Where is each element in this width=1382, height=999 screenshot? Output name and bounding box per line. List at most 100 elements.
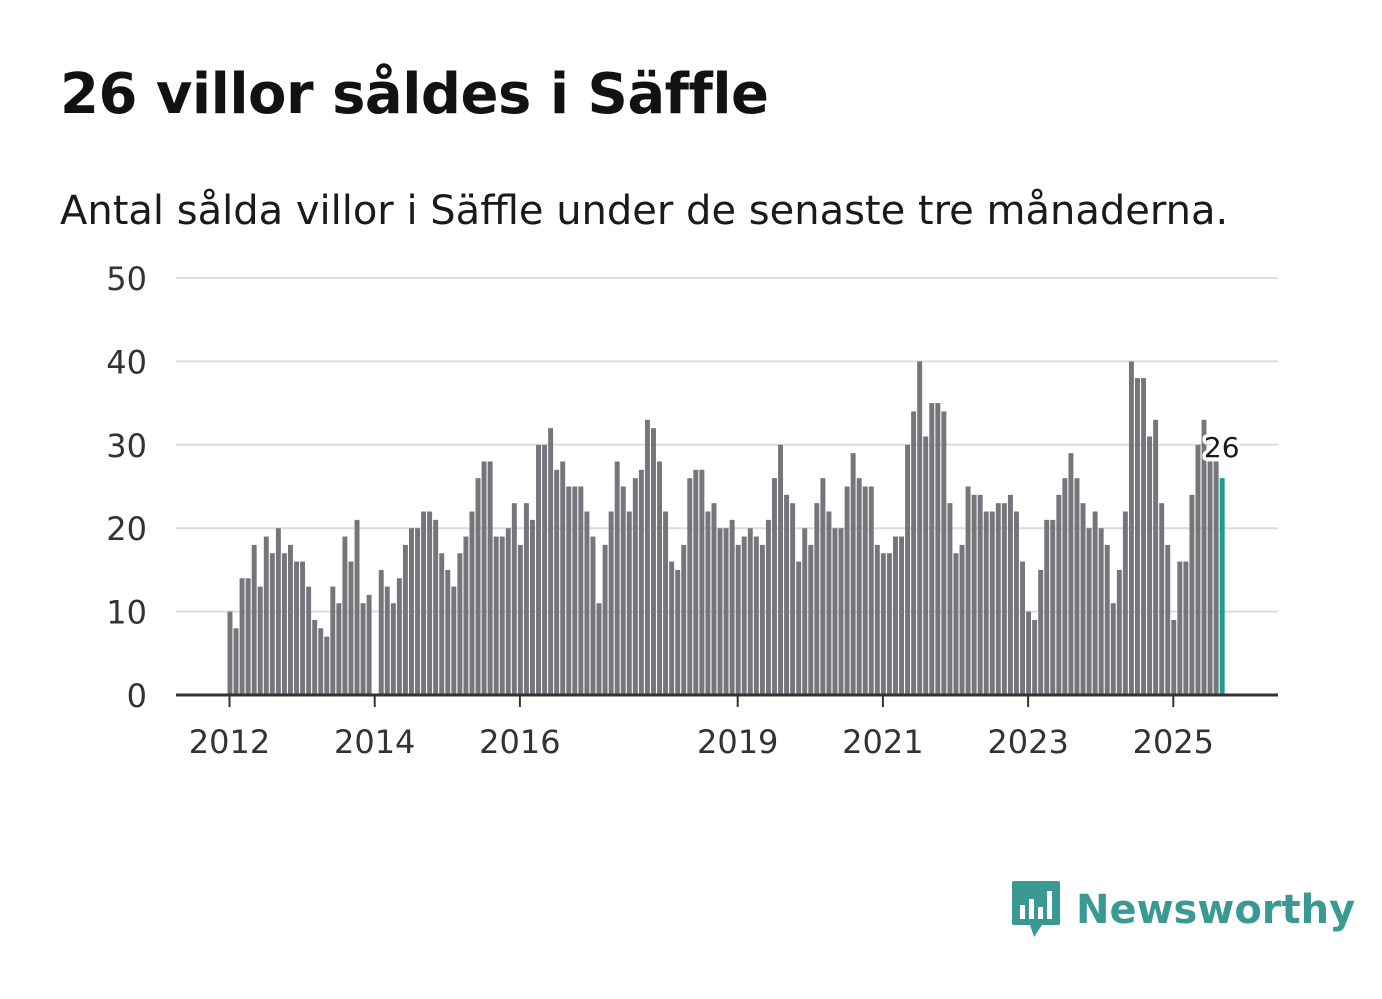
bar bbox=[1116, 569, 1122, 695]
bar bbox=[705, 511, 711, 695]
bar bbox=[626, 511, 632, 695]
bar bbox=[312, 619, 318, 695]
bar bbox=[469, 511, 475, 695]
x-tick-label: 2023 bbox=[987, 723, 1068, 761]
bar bbox=[802, 528, 808, 695]
bar bbox=[245, 578, 251, 695]
bar bbox=[759, 544, 765, 695]
bar bbox=[911, 411, 917, 695]
bar bbox=[402, 544, 408, 695]
bar bbox=[1171, 619, 1177, 695]
bar bbox=[983, 511, 989, 695]
bar bbox=[318, 628, 324, 695]
bar bbox=[893, 536, 898, 695]
bar bbox=[1153, 419, 1159, 695]
y-tick-label: 20 bbox=[106, 510, 147, 548]
bar bbox=[288, 544, 293, 695]
bar bbox=[905, 444, 911, 695]
bar bbox=[1201, 419, 1207, 695]
x-tick-label: 2014 bbox=[334, 723, 415, 761]
bar bbox=[874, 544, 880, 695]
bar bbox=[687, 478, 693, 695]
bar bbox=[511, 503, 517, 695]
bar bbox=[590, 536, 596, 695]
bar bbox=[899, 536, 904, 695]
bar bbox=[523, 503, 529, 695]
bar bbox=[1020, 561, 1025, 695]
bar bbox=[360, 603, 366, 695]
bar bbox=[451, 586, 457, 695]
bar bbox=[1026, 611, 1032, 695]
bar bbox=[584, 511, 590, 695]
data-label-halo: 26 bbox=[1204, 431, 1240, 464]
bar bbox=[784, 494, 790, 695]
bar bbox=[554, 469, 560, 695]
bar bbox=[1159, 503, 1165, 695]
bar bbox=[427, 511, 433, 695]
bar bbox=[1098, 528, 1104, 695]
bar bbox=[263, 536, 269, 695]
bar bbox=[463, 536, 469, 695]
bar bbox=[868, 486, 874, 695]
bar bbox=[886, 553, 892, 695]
bar bbox=[1177, 561, 1183, 695]
bar bbox=[880, 553, 886, 695]
bar bbox=[342, 536, 348, 695]
bar bbox=[935, 403, 941, 695]
bar bbox=[699, 469, 705, 695]
bar bbox=[971, 494, 977, 695]
bar bbox=[572, 486, 578, 695]
bar bbox=[1062, 478, 1068, 695]
bar bbox=[281, 553, 287, 695]
bar bbox=[475, 478, 481, 695]
data-label-latest: 26 bbox=[1204, 431, 1240, 464]
bar bbox=[1141, 378, 1146, 695]
bar bbox=[560, 461, 566, 695]
bar bbox=[566, 486, 572, 695]
bar bbox=[294, 561, 299, 695]
bar bbox=[856, 478, 862, 695]
bar bbox=[536, 444, 541, 695]
bar bbox=[941, 411, 947, 695]
x-tick-label: 2016 bbox=[479, 723, 560, 761]
bar-chart: 0 10 20 30 40 50 2012 2014 2016 2019 2021 2023 2025 2… bbox=[106, 260, 1278, 761]
bar bbox=[517, 544, 523, 695]
bar bbox=[917, 361, 923, 695]
bar bbox=[1044, 519, 1050, 695]
bar bbox=[669, 561, 675, 695]
x-tick-label: 2012 bbox=[189, 723, 270, 761]
bar bbox=[929, 403, 935, 695]
y-tick-label: 0 bbox=[127, 677, 147, 715]
bar bbox=[850, 453, 856, 695]
bar bbox=[995, 503, 1001, 695]
bar bbox=[681, 544, 687, 695]
bar bbox=[257, 586, 263, 695]
bar bbox=[1122, 511, 1128, 695]
bar bbox=[1074, 478, 1080, 695]
bar bbox=[330, 586, 336, 695]
bar bbox=[1165, 544, 1171, 695]
bar bbox=[1147, 436, 1153, 695]
bar bbox=[1189, 494, 1195, 695]
bar bbox=[596, 603, 602, 695]
bar bbox=[1050, 519, 1056, 695]
bar bbox=[838, 528, 844, 695]
bar bbox=[548, 428, 554, 695]
bar bbox=[578, 486, 584, 695]
bar bbox=[269, 553, 275, 695]
bar bbox=[439, 553, 445, 695]
bar bbox=[378, 569, 384, 695]
bar bbox=[1086, 528, 1092, 695]
y-tick-label: 40 bbox=[106, 343, 147, 381]
bar bbox=[614, 461, 620, 695]
bar bbox=[675, 569, 681, 695]
bar bbox=[735, 544, 741, 695]
bar bbox=[632, 478, 638, 695]
bar bbox=[977, 494, 983, 695]
bar bbox=[348, 561, 354, 695]
bar bbox=[602, 544, 608, 695]
bar bbox=[663, 511, 669, 695]
bar bbox=[445, 569, 451, 695]
bar bbox=[396, 578, 402, 695]
bar bbox=[1014, 511, 1019, 695]
